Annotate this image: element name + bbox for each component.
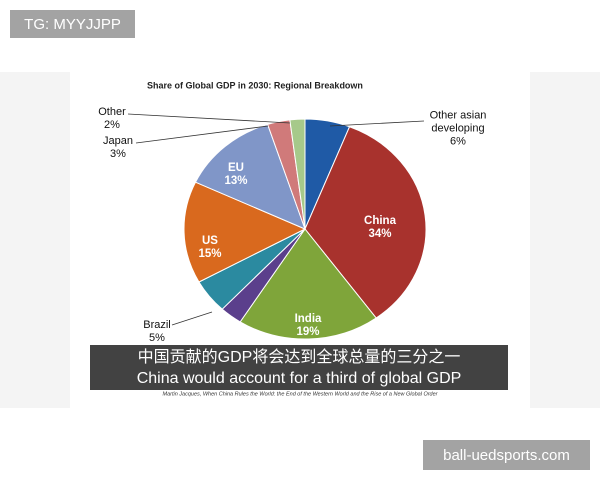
slice-label: India 19% [295, 313, 322, 339]
value-label: 15% [198, 248, 222, 260]
watermark: TG: MYYJJPP [10, 10, 135, 38]
slice-label: Other asian developing 6% [422, 110, 494, 149]
category-label: Brazil [143, 319, 171, 331]
subtitle-zh: 中国贡献的GDP将会达到全球总量的三分之一 [137, 349, 461, 366]
category-label: US [202, 235, 218, 247]
leader-line [329, 120, 425, 127]
value-label: 6% [450, 135, 466, 148]
value-label: 34% [368, 228, 392, 240]
slice-label: Brazil 5% [143, 319, 171, 345]
value-label: 2% [104, 119, 120, 131]
pie-slice [304, 126, 427, 319]
subtitle-en: China would account for a third of globa… [136, 370, 462, 387]
pie-slice [183, 181, 307, 283]
category-label: China [364, 215, 396, 227]
leader-line [127, 113, 291, 124]
value-label: 3% [110, 148, 126, 160]
slice-label: US 15% [198, 235, 221, 261]
category-label: Other [98, 106, 126, 118]
pie-slice [239, 228, 377, 340]
slice-label: China 34% [364, 215, 396, 241]
value-label: 5% [149, 332, 165, 344]
slice-label: Japan 3% [103, 135, 133, 161]
value-label: 19% [296, 326, 320, 338]
category-label: India [294, 313, 322, 325]
subtitle-box: 中国贡献的GDP将会达到全球总量的三分之一 China would accoun… [90, 345, 508, 390]
slice-label: Other 2% [98, 106, 126, 132]
chart-title: Share of Global GDP in 2030: Regional Br… [147, 80, 363, 90]
pie-slice [289, 118, 306, 230]
source: Martin Jacques, When China Rules the Wor… [162, 391, 438, 397]
pie-slice [194, 123, 306, 230]
category-label: EU [228, 162, 244, 174]
leader-line [135, 125, 269, 144]
leader-line [171, 311, 213, 326]
category-label: Other asian developing [429, 109, 487, 135]
category-label: Japan [103, 135, 133, 147]
value-label: 13% [224, 175, 248, 187]
slice-label: EU 13% [224, 162, 247, 188]
site-badge: ball-uedsports.com [423, 440, 590, 470]
